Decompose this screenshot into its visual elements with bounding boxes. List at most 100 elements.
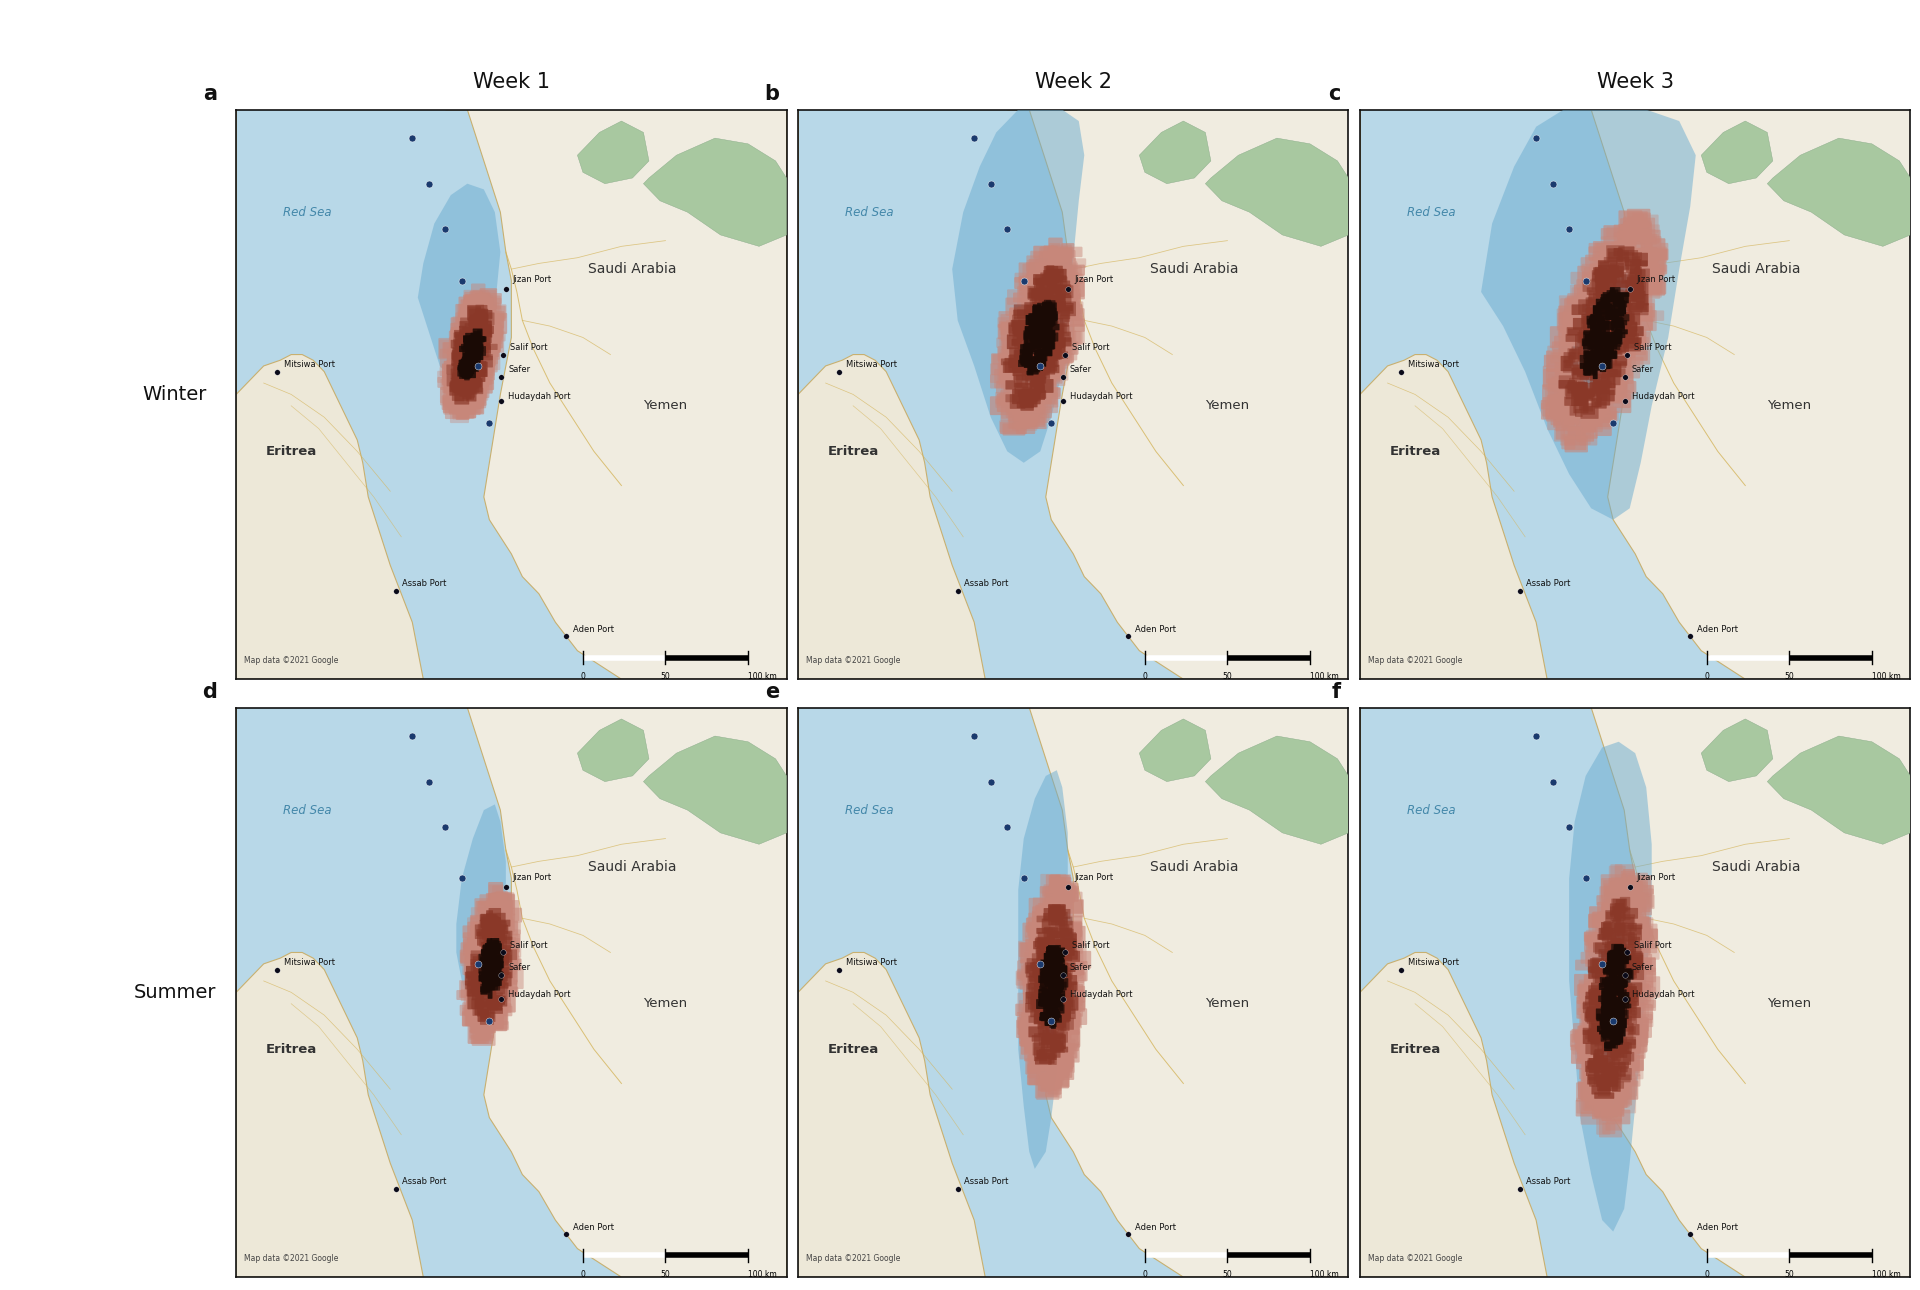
FancyBboxPatch shape (482, 1004, 490, 1013)
FancyBboxPatch shape (459, 405, 476, 418)
FancyBboxPatch shape (1006, 289, 1031, 304)
FancyBboxPatch shape (1613, 1096, 1636, 1113)
FancyBboxPatch shape (472, 980, 493, 988)
FancyBboxPatch shape (1601, 928, 1611, 938)
FancyBboxPatch shape (1025, 969, 1046, 984)
FancyBboxPatch shape (1037, 306, 1048, 311)
FancyBboxPatch shape (1043, 888, 1066, 897)
FancyBboxPatch shape (459, 372, 478, 387)
FancyBboxPatch shape (1630, 961, 1642, 968)
FancyBboxPatch shape (1027, 255, 1041, 275)
FancyBboxPatch shape (1018, 401, 1033, 408)
FancyBboxPatch shape (1029, 313, 1039, 320)
FancyBboxPatch shape (1617, 1002, 1634, 1011)
FancyBboxPatch shape (484, 977, 503, 988)
FancyBboxPatch shape (478, 335, 505, 353)
FancyBboxPatch shape (1041, 979, 1044, 991)
Text: c: c (1329, 84, 1340, 104)
FancyBboxPatch shape (478, 956, 488, 971)
FancyBboxPatch shape (465, 346, 474, 357)
FancyBboxPatch shape (1008, 325, 1031, 346)
FancyBboxPatch shape (1597, 1014, 1609, 1022)
FancyBboxPatch shape (1006, 298, 1031, 316)
FancyBboxPatch shape (1590, 969, 1601, 980)
FancyBboxPatch shape (1603, 255, 1617, 277)
FancyBboxPatch shape (1630, 928, 1642, 935)
FancyBboxPatch shape (463, 368, 474, 374)
FancyBboxPatch shape (1018, 402, 1037, 418)
FancyBboxPatch shape (1572, 1023, 1592, 1041)
FancyBboxPatch shape (1628, 933, 1634, 944)
FancyBboxPatch shape (1596, 1000, 1607, 1014)
FancyBboxPatch shape (497, 957, 513, 973)
FancyBboxPatch shape (453, 383, 468, 393)
FancyBboxPatch shape (1594, 272, 1605, 285)
FancyBboxPatch shape (1603, 335, 1611, 346)
FancyBboxPatch shape (1597, 279, 1609, 288)
FancyBboxPatch shape (1590, 275, 1605, 292)
FancyBboxPatch shape (1588, 290, 1603, 303)
FancyBboxPatch shape (1617, 955, 1630, 962)
FancyBboxPatch shape (1058, 353, 1073, 362)
FancyBboxPatch shape (1588, 246, 1613, 261)
FancyBboxPatch shape (463, 939, 488, 949)
FancyBboxPatch shape (482, 316, 503, 337)
FancyBboxPatch shape (1000, 406, 1027, 419)
FancyBboxPatch shape (1020, 262, 1044, 283)
FancyBboxPatch shape (1620, 897, 1630, 911)
FancyBboxPatch shape (1056, 974, 1079, 996)
FancyBboxPatch shape (1021, 1007, 1046, 1026)
FancyBboxPatch shape (1599, 312, 1605, 317)
FancyBboxPatch shape (474, 961, 484, 971)
FancyBboxPatch shape (482, 926, 497, 939)
FancyBboxPatch shape (1068, 916, 1083, 935)
FancyBboxPatch shape (1615, 319, 1620, 328)
FancyBboxPatch shape (1572, 347, 1582, 353)
FancyBboxPatch shape (1617, 987, 1624, 995)
FancyBboxPatch shape (1043, 956, 1062, 961)
FancyBboxPatch shape (480, 1005, 493, 1023)
FancyBboxPatch shape (493, 898, 511, 916)
FancyBboxPatch shape (465, 333, 474, 342)
FancyBboxPatch shape (1048, 338, 1068, 359)
Text: Salif Port: Salif Port (1626, 940, 1670, 952)
Text: Yemen: Yemen (643, 400, 687, 413)
FancyBboxPatch shape (490, 925, 509, 934)
FancyBboxPatch shape (1607, 1094, 1630, 1104)
FancyBboxPatch shape (1058, 899, 1085, 917)
FancyBboxPatch shape (1617, 1009, 1620, 1018)
FancyBboxPatch shape (1018, 960, 1039, 979)
FancyBboxPatch shape (1056, 272, 1079, 288)
FancyBboxPatch shape (488, 944, 493, 953)
FancyBboxPatch shape (478, 1011, 495, 1022)
FancyBboxPatch shape (1052, 966, 1066, 973)
FancyBboxPatch shape (1609, 1023, 1620, 1028)
FancyBboxPatch shape (1619, 224, 1632, 244)
FancyBboxPatch shape (470, 356, 476, 361)
FancyBboxPatch shape (1025, 262, 1046, 271)
FancyBboxPatch shape (492, 1009, 509, 1029)
FancyBboxPatch shape (1582, 404, 1594, 412)
FancyBboxPatch shape (1062, 933, 1075, 939)
FancyBboxPatch shape (1599, 1031, 1609, 1035)
FancyBboxPatch shape (499, 949, 513, 970)
FancyBboxPatch shape (1599, 1095, 1613, 1106)
FancyBboxPatch shape (1594, 268, 1609, 283)
FancyBboxPatch shape (467, 978, 484, 996)
FancyBboxPatch shape (1642, 239, 1665, 258)
FancyBboxPatch shape (492, 978, 499, 987)
FancyBboxPatch shape (996, 346, 1023, 361)
FancyBboxPatch shape (1029, 319, 1043, 328)
FancyBboxPatch shape (1615, 1104, 1624, 1117)
FancyBboxPatch shape (1044, 970, 1054, 980)
FancyBboxPatch shape (488, 938, 492, 947)
FancyBboxPatch shape (1041, 1009, 1062, 1019)
FancyBboxPatch shape (1050, 1018, 1056, 1024)
FancyBboxPatch shape (1041, 1037, 1056, 1045)
FancyBboxPatch shape (1572, 288, 1586, 306)
FancyBboxPatch shape (486, 979, 495, 991)
FancyBboxPatch shape (1634, 273, 1649, 290)
FancyBboxPatch shape (447, 387, 472, 400)
FancyBboxPatch shape (1037, 928, 1050, 934)
FancyBboxPatch shape (1023, 351, 1029, 359)
